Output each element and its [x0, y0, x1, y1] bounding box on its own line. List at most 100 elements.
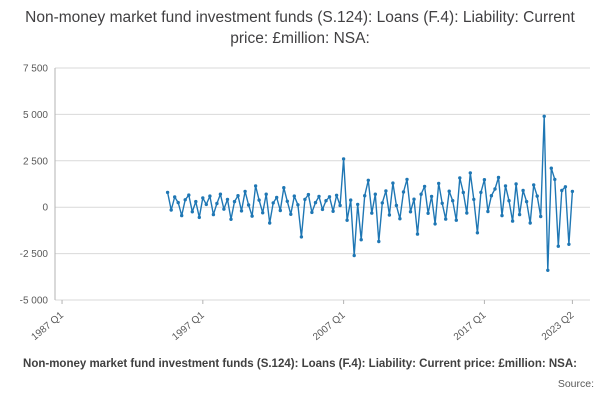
data-point [197, 215, 201, 220]
x-tick-label: 2007 Q1 [311, 310, 348, 343]
data-point [250, 214, 254, 218]
data-point [176, 200, 180, 205]
chart-title: Non-money market fund investment funds (… [25, 9, 575, 47]
data-point [190, 210, 194, 214]
data-point [394, 203, 399, 208]
data-point [433, 222, 437, 226]
data-point [429, 194, 434, 199]
data-point [482, 178, 487, 182]
data-point [261, 211, 265, 215]
data-point [218, 192, 223, 196]
y-tick-label: -5 000 [20, 296, 49, 307]
data-point [563, 185, 568, 189]
data-point [310, 210, 314, 215]
data-point [489, 194, 494, 198]
data-point [173, 195, 177, 199]
data-point [169, 208, 173, 212]
data-point [285, 199, 289, 203]
data-point [440, 201, 444, 205]
data-point [268, 221, 272, 225]
data-point [567, 242, 571, 246]
data-point [458, 176, 462, 180]
x-tick-label: 2023 Q2 [540, 310, 577, 343]
data-point [208, 194, 212, 198]
data-point [408, 210, 413, 214]
data-point [278, 208, 282, 213]
data-point [486, 209, 490, 214]
data-point [560, 188, 564, 193]
data-point [363, 194, 367, 198]
data-point [380, 201, 384, 205]
data-point [313, 200, 318, 205]
data-point [415, 232, 420, 236]
data-point [377, 239, 381, 244]
data-point [183, 198, 187, 202]
data-point [510, 219, 515, 223]
data-point [419, 192, 423, 196]
data-point [461, 190, 465, 195]
data-point [229, 217, 233, 221]
data-point [282, 186, 286, 190]
data-point [239, 209, 244, 213]
data-point [553, 177, 557, 182]
data-point [349, 198, 353, 202]
data-point [454, 218, 458, 222]
source-label: Source: [557, 378, 594, 390]
data-point [345, 218, 349, 222]
x-tick-label: 2017 Q1 [452, 310, 489, 343]
x-tick-label: 1997 Q1 [170, 310, 207, 343]
y-tick-label: 2 500 [23, 156, 48, 167]
data-point [243, 189, 247, 194]
data-point [356, 202, 360, 207]
data-point [211, 212, 216, 217]
data-point [437, 181, 441, 186]
data-point [275, 195, 279, 200]
data-point [542, 114, 546, 118]
data-point [444, 217, 448, 221]
data-point [556, 244, 560, 248]
data-point [225, 197, 230, 202]
data-point [422, 184, 427, 189]
data-point [331, 209, 335, 213]
data-point [528, 221, 532, 225]
data-point [165, 190, 170, 195]
data-point [524, 199, 529, 204]
data-point [493, 187, 497, 191]
data-point [253, 184, 258, 188]
data-point [401, 190, 406, 194]
line-chart: 7 500 5 000 2 500 0 -2 500 -5 000 1987 Q1 1997 … [20, 64, 590, 343]
data-point [549, 166, 553, 170]
data-point [405, 177, 409, 182]
data-point [517, 212, 522, 217]
data-point [317, 194, 321, 199]
data-point [546, 268, 550, 272]
data-point [292, 194, 296, 198]
data-point [370, 211, 374, 215]
data-point [352, 253, 356, 258]
footer-series-label-wrap: Non-money market fund investment funds (… [0, 358, 600, 374]
data-point [500, 213, 504, 218]
data-point [327, 195, 332, 199]
data-point [496, 175, 501, 180]
data-point [532, 183, 536, 187]
data-point [535, 194, 539, 198]
data-point [514, 182, 518, 186]
data-point [296, 203, 300, 207]
data-point [232, 199, 237, 204]
data-point [570, 189, 575, 194]
data-point [384, 189, 388, 193]
data-point [479, 190, 483, 195]
data-point [222, 207, 226, 211]
data-point [472, 197, 476, 202]
data-point [465, 211, 469, 215]
data-point [507, 199, 511, 203]
data-point [412, 197, 416, 201]
data-point [341, 157, 346, 161]
data-point [187, 193, 191, 197]
data-point [194, 199, 198, 204]
y-tick-label: 7 500 [23, 64, 48, 75]
data-point [271, 201, 275, 205]
data-point [391, 181, 395, 185]
data-point [306, 192, 311, 197]
